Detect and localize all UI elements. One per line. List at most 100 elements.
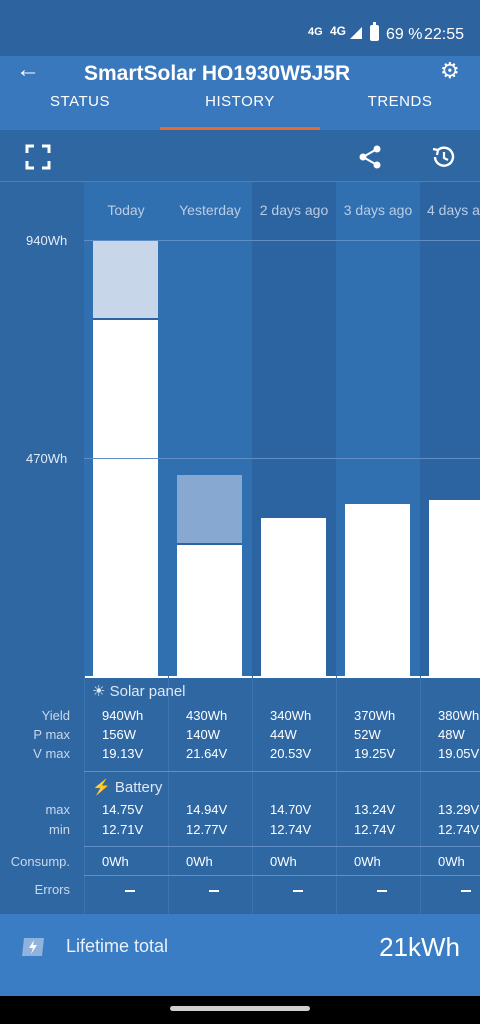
consumption-value: 0Wh [102, 854, 129, 869]
vmax-value: 20.53V [270, 746, 312, 761]
errors-empty-dash [125, 890, 135, 892]
chart-column-yesterday[interactable]: Yesterday [168, 182, 252, 676]
bar [429, 499, 480, 676]
bar [177, 543, 242, 676]
bar [93, 318, 158, 676]
row-label-errors: Errors [34, 882, 70, 897]
history-details: ☀ Solar panel Yield P max V max 940Wh 43… [0, 676, 480, 914]
history-icon[interactable] [430, 144, 456, 170]
tab-status[interactable]: STATUS [50, 93, 110, 110]
vmax-value: 19.25V [354, 746, 396, 761]
vmax-value: 19.05V [438, 746, 480, 761]
row-label-consumption: Consump. [10, 854, 70, 869]
lightning-icon: ⚡ [92, 779, 111, 796]
bar-divider [93, 318, 158, 320]
y-tick-label: 940Wh [26, 233, 68, 248]
gridline [84, 458, 480, 459]
day-label: 2 days ago [259, 202, 329, 218]
battery-max-value: 13.24V [354, 802, 396, 817]
errors-empty-dash [209, 890, 219, 892]
pmax-value: 156W [102, 727, 136, 742]
lifetime-total-label: Lifetime total [66, 936, 169, 956]
divider [84, 875, 480, 876]
battery-title: Battery [114, 779, 163, 796]
bar-overlay [177, 475, 242, 543]
consumption-value: 0Wh [186, 854, 213, 869]
yield-value: 430Wh [186, 708, 228, 723]
consumption-value: 0Wh [270, 854, 297, 869]
pmax-value: 48W [438, 727, 465, 742]
row-label-max: max [45, 802, 70, 817]
chart-column-2-days-ago[interactable]: 2 days ago [252, 182, 336, 676]
battery-max-value: 14.70V [270, 802, 312, 817]
share-icon[interactable] [357, 144, 383, 170]
bar [345, 504, 410, 676]
solar-panel-title: Solar panel [109, 683, 186, 700]
back-arrow-icon[interactable]: ← [16, 56, 40, 81]
bar-divider [177, 543, 242, 545]
yield-value: 940Wh [102, 708, 144, 723]
row-label-vmax: V max [33, 746, 70, 761]
home-gesture-handle[interactable] [170, 1006, 310, 1011]
bar-overlay [93, 240, 158, 318]
sun-icon: ☀ [92, 683, 106, 700]
battery-min-value: 12.74V [438, 822, 480, 837]
clock: 22:55 [424, 26, 465, 43]
chart-column-today[interactable]: Today [84, 182, 168, 676]
page-title: SmartSolar HQ1930W5J5R [84, 62, 351, 80]
column-divider [336, 676, 337, 914]
call-signal-indicator: 4G [308, 26, 323, 38]
battery-min-value: 12.77V [186, 822, 228, 837]
gridline [84, 240, 480, 241]
pmax-value: 52W [354, 727, 381, 742]
yield-value: 370Wh [354, 708, 396, 723]
pmax-value: 44W [270, 727, 297, 742]
errors-empty-dash [461, 890, 471, 892]
row-label-yield: Yield [41, 708, 70, 723]
errors-empty-dash [293, 890, 303, 892]
battery-min-value: 12.74V [354, 822, 396, 837]
column-divider [252, 676, 253, 914]
chart-column-4-days-ago[interactable]: 4 days a [420, 182, 480, 676]
divider [84, 676, 480, 678]
title-bar: ← SmartSolar HQ1930W5J5R ⚙ [0, 56, 480, 80]
divider [84, 771, 480, 772]
consumption-value: 0Wh [438, 854, 465, 869]
status-bar: 4G 4G 69 % 22:55 [0, 0, 480, 56]
vmax-value: 19.13V [102, 746, 144, 761]
tab-bar: STATUS HISTORY TRENDS [0, 80, 480, 130]
battery-min-value: 12.71V [102, 822, 144, 837]
battery-max-value: 14.94V [186, 802, 228, 817]
battery-heading: ⚡ Battery [92, 778, 162, 796]
signal-strength-icon [350, 27, 362, 39]
consumption-value: 0Wh [354, 854, 381, 869]
chart-column-3-days-ago[interactable]: 3 days ago [336, 182, 420, 676]
lifetime-total-value: 21kWh [379, 932, 460, 962]
solar-panel-heading: ☀ Solar panel [92, 682, 186, 700]
day-label: 4 days a [427, 202, 480, 218]
bar [261, 518, 326, 676]
column-divider [420, 676, 421, 914]
fullscreen-icon[interactable] [25, 144, 51, 170]
tab-history[interactable]: HISTORY [160, 80, 320, 130]
history-bar-chart[interactable]: 940Wh 470Wh Today Yesterday 2 days ago 3… [0, 182, 480, 676]
battery-max-value: 13.29V [438, 802, 480, 817]
history-toolbar [0, 130, 480, 182]
yield-value: 340Wh [270, 708, 312, 723]
lifetime-total-bar: Lifetime total 21kWh [0, 914, 480, 996]
y-axis: 940Wh 470Wh [0, 182, 84, 676]
divider [84, 846, 480, 847]
vmax-value: 21.64V [186, 746, 228, 761]
lightning-icon [22, 938, 44, 956]
day-label: Today [107, 202, 145, 218]
column-divider [168, 676, 169, 914]
y-tick-label: 470Wh [26, 451, 68, 466]
tab-trends[interactable]: TRENDS [367, 93, 433, 110]
battery-min-value: 12.74V [270, 822, 312, 837]
errors-empty-dash [377, 890, 387, 892]
gear-icon[interactable]: ⚙ [440, 58, 460, 80]
row-label-min: min [49, 822, 70, 837]
battery-icon [370, 22, 379, 41]
system-nav-bar [0, 996, 480, 1024]
